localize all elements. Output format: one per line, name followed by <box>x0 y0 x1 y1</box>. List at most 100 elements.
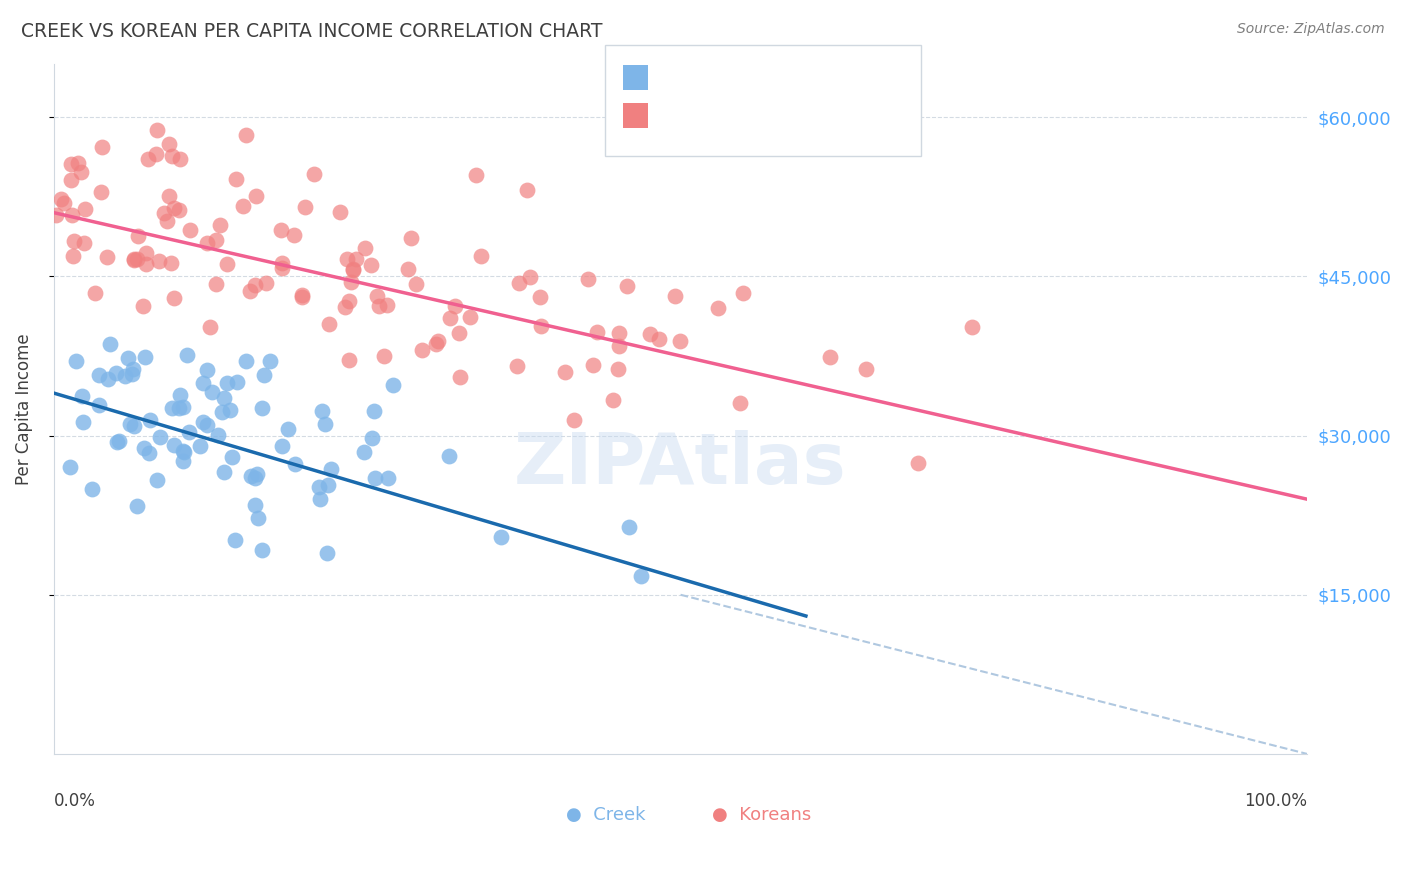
Point <box>160 401 183 415</box>
Point <box>138 446 160 460</box>
Point <box>607 326 630 340</box>
Point <box>224 533 246 547</box>
Point <box>519 270 541 285</box>
Point <box>316 478 339 492</box>
Point <box>315 546 337 560</box>
Point <box>209 218 232 232</box>
Point <box>254 277 277 291</box>
Point <box>508 276 530 290</box>
Text: CREEK VS KOREAN PER CAPITA INCOME CORRELATION CHART: CREEK VS KOREAN PER CAPITA INCOME CORREL… <box>21 22 603 41</box>
Point <box>259 354 281 368</box>
Point <box>449 370 471 384</box>
Point <box>212 465 235 479</box>
Point <box>59 173 82 187</box>
Point <box>640 326 662 341</box>
Point <box>411 343 433 358</box>
Point <box>668 334 690 349</box>
Point <box>45 208 67 222</box>
Y-axis label: Per Capita Income: Per Capita Income <box>15 334 32 485</box>
Point <box>309 492 332 507</box>
Point <box>146 473 169 487</box>
Point <box>114 368 136 383</box>
Text: -0.628: -0.628 <box>704 69 763 87</box>
Point <box>426 334 449 348</box>
Point <box>960 320 983 334</box>
Point <box>464 168 486 182</box>
Point <box>284 457 307 471</box>
Point <box>172 454 194 468</box>
Point <box>225 376 247 390</box>
Point <box>367 299 389 313</box>
Point <box>277 422 299 436</box>
Point <box>342 262 364 277</box>
Point <box>329 204 352 219</box>
Point <box>201 384 224 399</box>
Point <box>245 470 267 484</box>
Text: 115: 115 <box>825 107 860 125</box>
Point <box>169 388 191 402</box>
Point <box>291 287 314 301</box>
Point <box>159 256 181 270</box>
Point <box>562 412 585 426</box>
Point <box>342 263 364 277</box>
Point <box>87 368 110 382</box>
Point <box>148 254 170 268</box>
Point <box>160 149 183 163</box>
Point <box>377 471 399 485</box>
Point <box>135 257 157 271</box>
Point <box>444 300 467 314</box>
Point <box>179 425 201 440</box>
Point <box>602 393 624 408</box>
Text: 80: 80 <box>825 69 848 87</box>
Point <box>49 192 72 206</box>
Point <box>73 235 96 250</box>
Point <box>122 253 145 268</box>
Point <box>65 354 87 368</box>
Point <box>96 251 118 265</box>
Point <box>302 167 325 181</box>
Text: ZIPAtlas: ZIPAtlas <box>515 430 846 499</box>
Point <box>619 520 641 534</box>
Point <box>425 337 447 351</box>
Point <box>247 510 270 524</box>
Point <box>159 188 181 202</box>
Point <box>156 213 179 227</box>
Point <box>530 318 553 333</box>
Point <box>576 272 599 286</box>
Point <box>127 252 149 266</box>
Point <box>163 201 186 215</box>
Point <box>211 405 233 419</box>
Point <box>491 529 513 543</box>
Point <box>60 157 83 171</box>
Point <box>107 434 129 448</box>
Point <box>340 275 363 289</box>
Point <box>167 202 190 217</box>
Point <box>381 378 404 392</box>
Text: R =: R = <box>659 69 696 87</box>
Point <box>80 482 103 496</box>
Point <box>271 439 294 453</box>
Point <box>239 285 262 299</box>
Point <box>360 431 382 445</box>
Point <box>664 289 686 303</box>
Point <box>53 195 76 210</box>
Point <box>364 471 387 485</box>
Point <box>146 122 169 136</box>
Point <box>162 438 184 452</box>
Point <box>195 236 218 251</box>
Point <box>437 449 460 463</box>
Point <box>439 311 461 326</box>
Point <box>217 257 239 271</box>
Point <box>250 542 273 557</box>
Point <box>149 430 172 444</box>
Text: R =: R = <box>659 107 696 125</box>
Point <box>270 222 292 236</box>
Point <box>353 444 375 458</box>
Point <box>354 241 377 255</box>
Point <box>212 391 235 405</box>
Point <box>60 208 83 222</box>
Point <box>616 279 638 293</box>
Point <box>458 310 481 325</box>
Point <box>188 439 211 453</box>
Point <box>246 467 269 481</box>
